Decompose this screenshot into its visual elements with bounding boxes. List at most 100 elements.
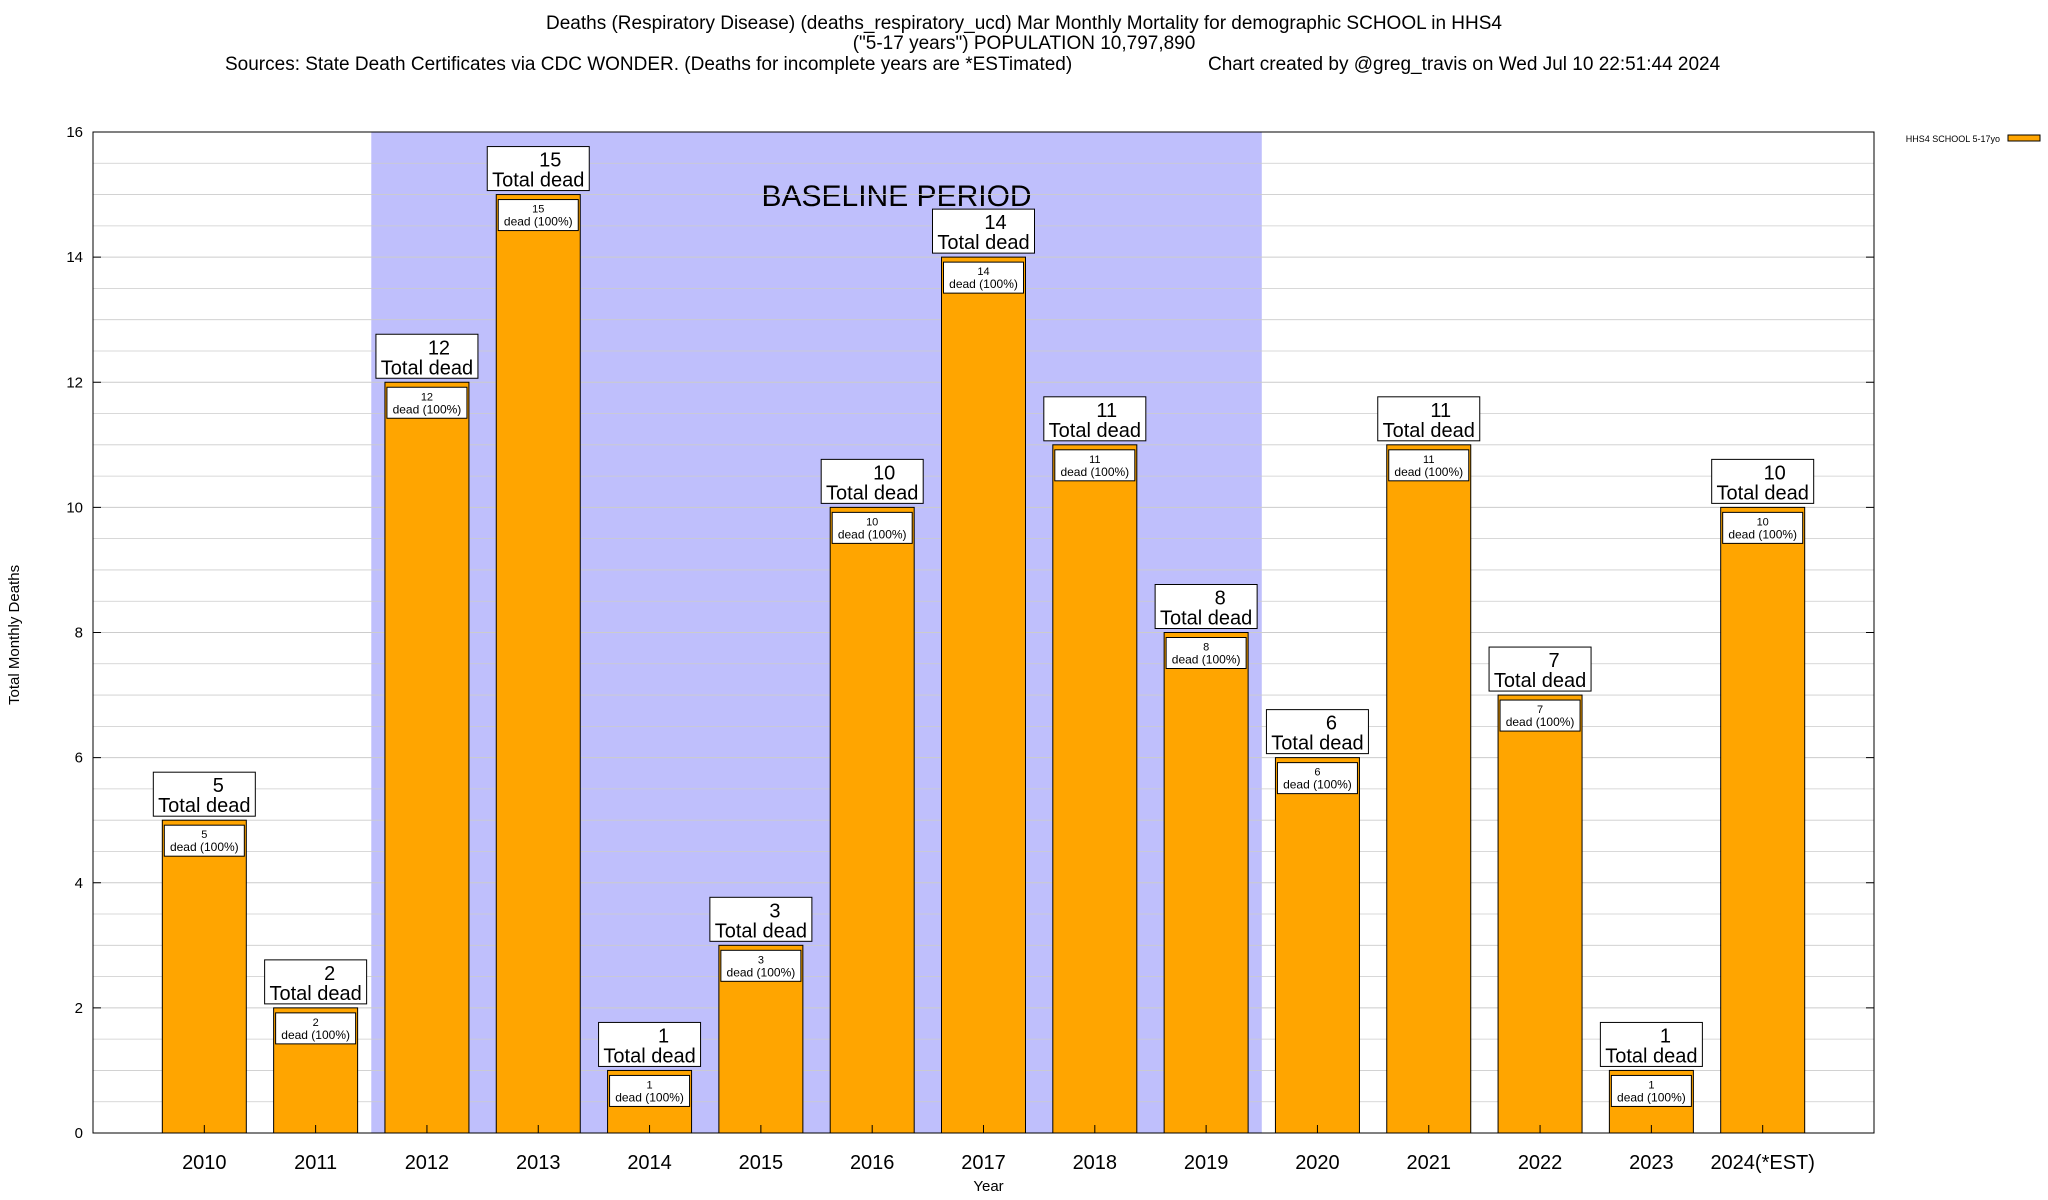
bar-total-label-box (1043, 396, 1147, 442)
bar-inner-label: dead (100%) (1617, 1090, 1686, 1104)
bar-total-label-box (709, 896, 813, 942)
bar-total-value: 7 (1549, 650, 1560, 672)
bar-inner-label: dead (100%) (1506, 715, 1575, 729)
bar-total-label: Total dead (1160, 608, 1252, 630)
y-axis-label: Total Monthly Deaths (6, 564, 23, 705)
bar-inner-value: 1 (1648, 1079, 1654, 1091)
bar-total-label: Total dead (826, 482, 918, 504)
bar-inner-label: dead (100%) (1728, 527, 1797, 541)
bar (1274, 757, 1360, 1134)
bar (1497, 694, 1583, 1134)
bar (941, 256, 1026, 1134)
bar-inner-value: 8 (1203, 642, 1209, 654)
baseline-period-label: BASELINE PERIOD (761, 180, 1031, 213)
bar-total-label-box (820, 458, 924, 504)
bar-total-label: Total dead (937, 232, 1029, 254)
bar-inner-label: dead (100%) (1060, 465, 1129, 479)
bar (1720, 506, 1806, 1134)
bar-inner-label: dead (100%) (281, 1028, 350, 1042)
bar-total-label: Total dead (1271, 733, 1363, 755)
bar-total-label: Total dead (158, 795, 250, 817)
bar (1052, 444, 1138, 1134)
bar-total-value: 11 (1430, 400, 1451, 422)
bar-inner-label-box (1388, 449, 1470, 482)
bar-total-label: Total dead (1605, 1045, 1697, 1067)
bar-inner-label-box (943, 261, 1024, 294)
x-tick-label: 2019 (1184, 1152, 1229, 1174)
bar-inner-label-box (386, 386, 468, 419)
bar-total-label: Total dead (715, 920, 807, 942)
bar-total-value: 5 (213, 775, 224, 797)
bar-total-value: 2 (324, 963, 335, 985)
bar-inner-value: 7 (1537, 704, 1543, 716)
bar (384, 381, 470, 1134)
bar-inner-value: 11 (1089, 454, 1100, 466)
bar-total-value: 1 (658, 1025, 669, 1047)
x-tick-label: 2021 (1407, 1152, 1452, 1174)
bar-total-label: Total dead (1494, 670, 1586, 692)
bar-inner-label-box (720, 949, 802, 982)
bar-inner-value: 6 (1314, 767, 1320, 779)
bar-inner-value: 10 (1757, 516, 1769, 528)
bar-total-value: 1 (1660, 1025, 1671, 1047)
bar-total-label-box (1265, 709, 1369, 755)
x-tick-label: 2010 (182, 1152, 227, 1174)
bar-inner-label-box (497, 199, 579, 232)
bar-inner-label: dead (100%) (170, 840, 239, 854)
x-tick-label: 2015 (739, 1152, 784, 1174)
bar-total-label-box (1599, 1021, 1703, 1067)
x-tick-label: 2024(*EST) (1710, 1152, 1815, 1174)
bar-total-value: 11 (1096, 400, 1117, 422)
bar-inner-value: 5 (201, 829, 207, 841)
x-tick-label: 2016 (850, 1152, 895, 1174)
y-tick-label: 16 (66, 124, 83, 141)
bar-inner-value: 14 (977, 266, 989, 278)
bar (495, 194, 581, 1134)
bar-total-label: Total dead (1383, 420, 1475, 442)
x-tick-label: 2022 (1518, 1152, 1563, 1174)
bar-total-label: Total dead (603, 1045, 695, 1067)
bar (1386, 444, 1472, 1134)
y-tick-label: 8 (75, 625, 83, 642)
x-tick-label: 2020 (1295, 1152, 1340, 1174)
bar-total-label-box (486, 146, 590, 192)
bar-inner-label: dead (100%) (838, 527, 907, 541)
x-tick-label: 2013 (516, 1152, 561, 1174)
bar-inner-label-box (1610, 1074, 1692, 1107)
bar-inner-label: dead (100%) (615, 1090, 684, 1104)
bar-total-label: Total dead (381, 357, 473, 379)
bar-inner-value: 3 (758, 954, 764, 966)
bar-inner-label: dead (100%) (727, 965, 796, 979)
y-tick-label: 6 (75, 750, 83, 767)
bar-inner-label-box (275, 1012, 357, 1045)
bar-inner-label: dead (100%) (949, 277, 1018, 291)
y-tick-label: 4 (75, 875, 83, 892)
bar (829, 506, 915, 1134)
bar-inner-value: 11 (1423, 454, 1434, 466)
y-tick-label: 0 (75, 1125, 83, 1142)
x-tick-label: 2017 (961, 1152, 1006, 1174)
bar-inner-value: 1 (647, 1079, 653, 1091)
bar-inner-label-box (609, 1074, 691, 1107)
y-tick-label: 12 (66, 374, 83, 391)
chart-subtitle: ("5-17 years") POPULATION 10,797,890 (852, 33, 1196, 54)
bar-total-label-box (264, 959, 368, 1005)
bar-total-value: 6 (1326, 713, 1337, 735)
y-tick-label: 2 (75, 1000, 83, 1017)
legend-label: HHS4 SCHOOL 5-17yo (1906, 134, 2000, 144)
chart-sources: Sources: State Death Certificates via CD… (225, 54, 1073, 75)
bar-inner-label: dead (100%) (504, 215, 573, 229)
bar-inner-value: 15 (532, 204, 544, 216)
bar-total-label: Total dead (492, 170, 584, 192)
x-tick-label: 2018 (1073, 1152, 1118, 1174)
bar-total-label-box (932, 208, 1035, 254)
bar-inner-label: dead (100%) (1394, 465, 1463, 479)
chart-credit: Chart created by @greg_travis on Wed Jul… (1208, 54, 1721, 75)
bar-inner-label-box (163, 824, 245, 857)
bar-total-label: Total dead (1717, 482, 1809, 504)
bar-total-label: Total dead (1049, 420, 1141, 442)
bar-total-value: 8 (1215, 588, 1226, 610)
